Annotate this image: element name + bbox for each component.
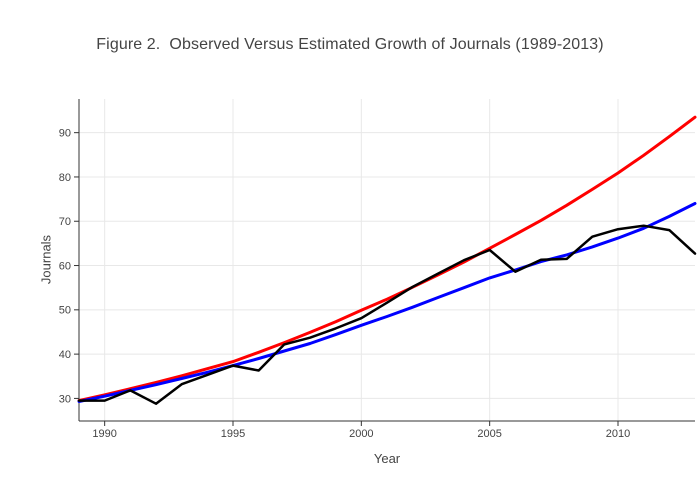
series-observed bbox=[77, 224, 697, 405]
y-tick-label: 90 bbox=[59, 128, 71, 140]
series-estimated-blue bbox=[77, 202, 697, 403]
x-tick-label: 1990 bbox=[92, 428, 116, 440]
x-axis-title: Year bbox=[373, 451, 401, 466]
y-tick-label: 60 bbox=[59, 260, 71, 272]
y-axis-title: Journals bbox=[38, 234, 54, 285]
series-estimated-red bbox=[77, 115, 697, 403]
y-tick-label: 80 bbox=[59, 172, 71, 184]
y-tick-label: 70 bbox=[59, 216, 71, 228]
y-tick-label: 50 bbox=[59, 305, 71, 317]
x-tick-label: 2005 bbox=[477, 428, 501, 440]
chart-title: Figure 2. Observed Versus Estimated Grow… bbox=[96, 36, 604, 53]
y-tick-label: 40 bbox=[59, 349, 71, 361]
x-tick-label: 2010 bbox=[606, 428, 630, 440]
x-tick-label: 1995 bbox=[221, 428, 245, 440]
y-tick-label: 30 bbox=[59, 393, 71, 405]
x-tick-label: 2000 bbox=[349, 428, 373, 440]
